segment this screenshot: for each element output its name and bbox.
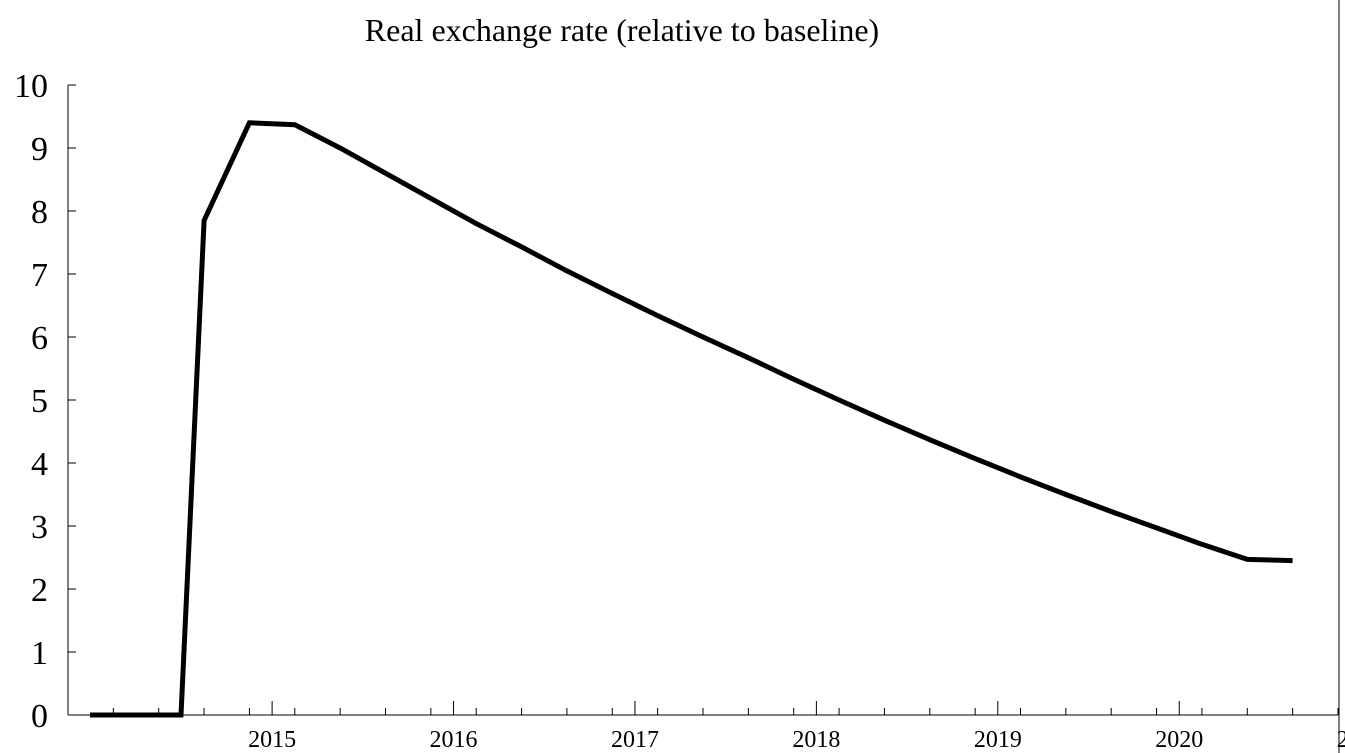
x-tick-label: 2018 bbox=[792, 727, 840, 753]
y-axis-ticks: 0 1 2 3 4 5 6 7 8 9 10 bbox=[14, 68, 76, 735]
x-tick-label: 2019 bbox=[974, 727, 1022, 753]
x-tick-label: 2021 bbox=[1337, 727, 1345, 753]
x-axis-ticks: 2015 2016 2017 2018 2019 2020 2021 bbox=[112, 701, 1345, 753]
y-tick-label: 1 bbox=[31, 635, 48, 672]
y-tick-label: 0 bbox=[31, 698, 48, 735]
x-tick-label: 2020 bbox=[1155, 727, 1203, 753]
y-tick-label: 6 bbox=[31, 320, 48, 357]
chart-title: Real exchange rate (relative to baseline… bbox=[365, 12, 879, 48]
series-line bbox=[90, 120, 1293, 718]
y-tick-label: 7 bbox=[31, 257, 48, 294]
x-tick-label: 2017 bbox=[611, 727, 659, 753]
x-tick-label: 2016 bbox=[430, 727, 478, 753]
axes bbox=[67, 0, 1340, 753]
y-tick-label: 5 bbox=[31, 383, 48, 420]
y-tick-label: 4 bbox=[31, 446, 48, 483]
y-tick-label: 8 bbox=[31, 194, 48, 231]
x-tick-label: 2015 bbox=[248, 727, 296, 753]
series-group bbox=[89, 120, 1293, 718]
y-tick-label: 3 bbox=[31, 509, 48, 546]
y-tick-label: 9 bbox=[31, 131, 48, 168]
y-tick-label: 2 bbox=[31, 572, 48, 609]
y-tick-label: 10 bbox=[14, 68, 48, 105]
